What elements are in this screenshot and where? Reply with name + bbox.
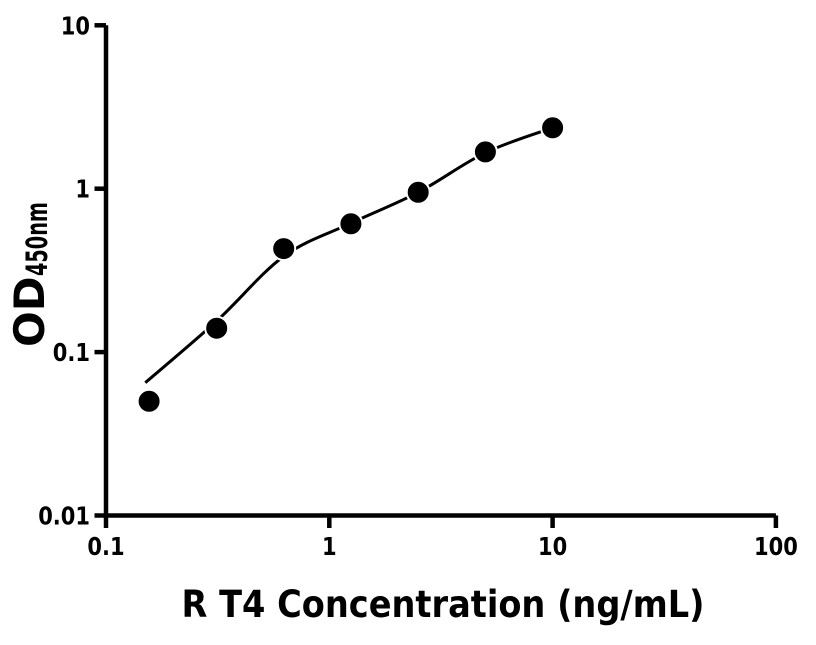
data-point — [540, 115, 566, 141]
x-axis-title: R T4 Concentration (ng/mL) — [182, 583, 705, 626]
x-tick-label: 10 — [538, 533, 567, 561]
data-point — [136, 388, 162, 414]
y-tick-label: 0.1 — [53, 339, 90, 367]
y-tick-label: 0.01 — [38, 503, 90, 531]
y-tick-label: 10 — [61, 13, 90, 41]
y-tick-label: 1 — [75, 176, 90, 204]
data-point — [204, 315, 230, 341]
y-axis-title-main: OD — [5, 276, 54, 347]
data-point — [338, 211, 364, 237]
y-axis-title-subscript: 450nm — [20, 202, 54, 276]
axes-frame — [103, 25, 776, 518]
x-tick-label: 100 — [754, 533, 798, 561]
data-point — [405, 179, 431, 205]
fit-curve — [144, 126, 554, 384]
data-point — [472, 139, 498, 165]
x-tick-label: 1 — [322, 533, 337, 561]
data-point — [271, 236, 297, 262]
x-tick-label: 0.1 — [87, 533, 124, 561]
